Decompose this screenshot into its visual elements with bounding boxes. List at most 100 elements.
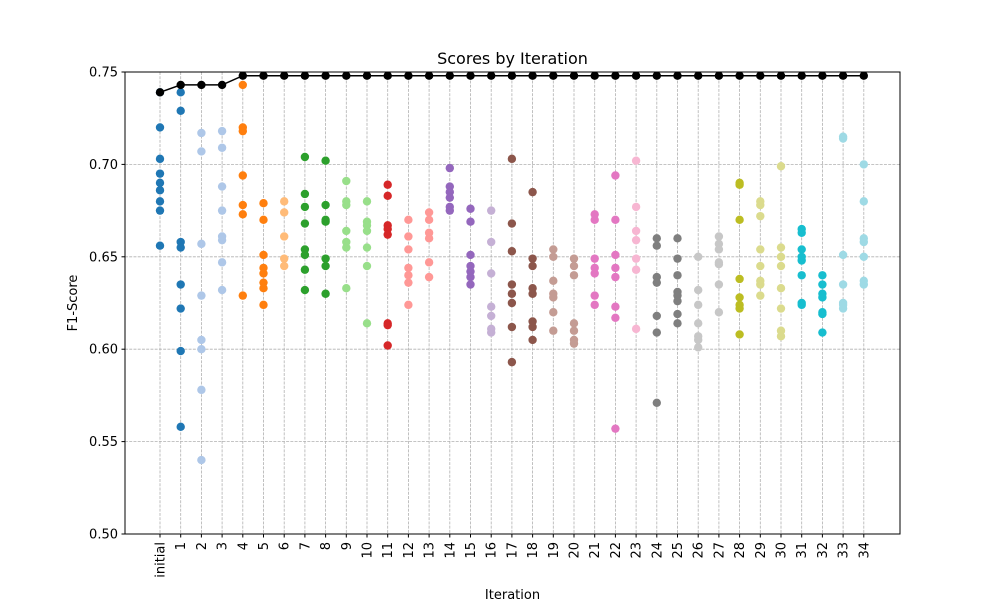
data-point-iter-17 — [507, 219, 517, 228]
data-point-iter-17 — [507, 247, 517, 256]
data-point-iter-1 — [176, 280, 185, 289]
data-point-iter-29 — [756, 200, 765, 210]
data-point-iter-20 — [569, 261, 579, 271]
data-point-iter-32 — [818, 309, 827, 319]
x-tick-label: 33 — [837, 542, 852, 559]
data-point-iter-32 — [818, 280, 827, 289]
data-point-iter-12 — [404, 215, 413, 225]
y-axis: 0.50 0.55 0.60 0.65 0.70 0.75 — [89, 66, 125, 543]
data-point-iter-11 — [383, 341, 392, 350]
data-point-iter-2 — [197, 239, 206, 249]
best-score-marker — [280, 71, 289, 80]
data-point-iter-29 — [756, 211, 765, 221]
data-point-iter-16 — [487, 269, 496, 278]
data-point-iter-27 — [714, 232, 724, 241]
data-point-iter-7 — [300, 219, 310, 228]
data-point-iter-10 — [362, 261, 372, 271]
data-point-iter-4 — [238, 200, 247, 210]
data-point-iter-3 — [217, 126, 227, 136]
data-point-iter-32 — [818, 328, 827, 337]
x-tick-label: 26 — [692, 542, 707, 559]
data-point-iter-12 — [404, 232, 413, 241]
best-score-marker — [859, 71, 868, 80]
data-point-iter-13 — [424, 234, 434, 243]
y-tick-label: 0.65 — [89, 250, 118, 265]
y-tick-label: 0.60 — [89, 343, 118, 358]
data-point-iter-34 — [859, 237, 868, 247]
data-point-iter-12 — [404, 263, 413, 273]
data-point-iter-18 — [528, 322, 537, 332]
data-point-iter-7 — [300, 285, 310, 295]
data-point-iter-9 — [342, 243, 351, 252]
data-point-iter-23 — [631, 226, 641, 236]
best-score-marker — [797, 71, 806, 80]
data-point-iter-21 — [590, 300, 599, 310]
data-point-iter-19 — [549, 245, 558, 254]
data-point-iter-25 — [673, 254, 682, 263]
x-tick-label: 20 — [568, 542, 583, 559]
data-point-iter-4 — [238, 210, 247, 219]
best-score-marker — [776, 71, 786, 80]
best-score-marker — [652, 71, 661, 80]
data-point-iter-initial — [155, 206, 165, 215]
data-point-iter-23 — [631, 235, 641, 245]
data-point-iter-31 — [797, 245, 806, 254]
data-point-iter-2 — [197, 335, 206, 345]
data-point-iter-23 — [631, 265, 641, 274]
data-point-iter-14 — [445, 163, 454, 173]
data-point-iter-9 — [342, 176, 351, 186]
data-point-iter-10 — [362, 197, 372, 206]
data-point-iter-initial — [155, 154, 165, 164]
x-tick-label: 24 — [650, 542, 665, 559]
x-tick-label: 8 — [319, 542, 334, 550]
x-tick-label: 11 — [381, 542, 396, 559]
data-point-iter-22 — [611, 171, 620, 180]
data-point-iter-16 — [487, 302, 496, 311]
data-point-iter-2 — [197, 345, 206, 354]
data-point-iter-30 — [776, 261, 786, 271]
data-point-iter-31 — [797, 256, 806, 265]
data-point-iter-16 — [487, 311, 496, 321]
data-point-iter-28 — [735, 304, 744, 313]
x-tick-label: 15 — [464, 542, 479, 559]
data-point-iter-15 — [466, 204, 475, 213]
data-point-iter-28 — [735, 330, 744, 339]
data-point-iter-23 — [631, 324, 641, 334]
data-point-iter-34 — [859, 160, 868, 169]
x-tick-label: 1 — [174, 542, 189, 550]
data-point-iter-30 — [776, 304, 786, 313]
data-point-iter-9 — [342, 226, 351, 236]
best-score-marker — [362, 71, 372, 80]
x-tick-label: 21 — [588, 542, 603, 559]
data-point-iter-19 — [549, 326, 558, 335]
y-tick-label: 0.70 — [89, 158, 118, 173]
data-point-iter-22 — [611, 272, 620, 282]
data-point-iter-5 — [259, 284, 268, 293]
x-tick-label: initial — [154, 542, 169, 578]
data-point-iter-21 — [590, 291, 599, 300]
data-point-iter-3 — [217, 258, 227, 267]
best-score-marker — [197, 80, 206, 90]
data-point-iter-30 — [776, 332, 786, 341]
best-score-marker — [176, 80, 185, 90]
data-point-iter-23 — [631, 202, 641, 212]
data-point-iter-31 — [797, 300, 806, 310]
data-point-iter-29 — [756, 245, 765, 254]
data-point-iter-7 — [300, 152, 310, 162]
data-point-iter-14 — [445, 206, 454, 215]
data-point-iter-5 — [259, 269, 268, 278]
best-score-marker — [217, 80, 227, 90]
data-point-iter-6 — [280, 232, 289, 241]
data-point-iter-2 — [197, 128, 206, 138]
best-score-marker — [528, 71, 537, 80]
data-point-iter-3 — [217, 206, 227, 215]
data-point-iter-10 — [362, 243, 372, 252]
data-point-iter-15 — [466, 217, 475, 226]
data-point-iter-1 — [176, 422, 185, 432]
data-point-iter-28 — [735, 274, 744, 284]
best-score-marker — [590, 71, 599, 80]
data-point-iter-33 — [838, 280, 848, 289]
x-tick-label: 13 — [423, 542, 438, 559]
best-score-marker — [342, 71, 351, 80]
